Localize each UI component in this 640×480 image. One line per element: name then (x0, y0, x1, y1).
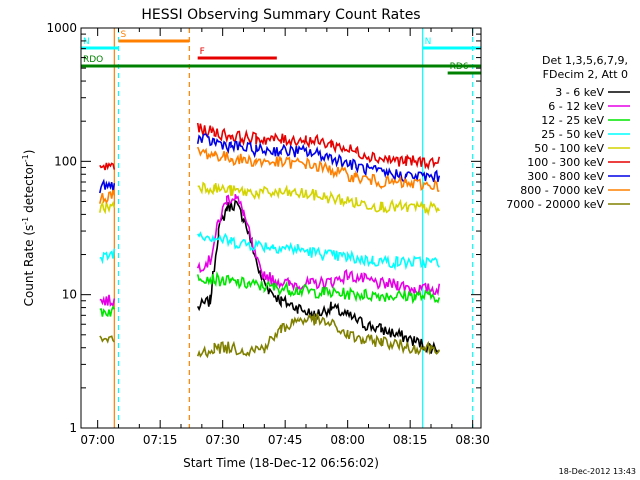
series-line (99, 162, 116, 171)
x-axis-ticks: 07:00 07:15 07:30 07:45 08:00 08:15 08:30 (80, 28, 490, 447)
legend-item-label: 3 - 6 keV (555, 86, 604, 99)
footer-timestamp: 18-Dec-2012 13:43 (559, 467, 636, 476)
series-line (99, 294, 116, 308)
legend-item-label: 800 - 7000 keV (520, 184, 604, 197)
x-tick-label: 07:30 (205, 433, 240, 447)
series-line (197, 231, 440, 271)
series-line (196, 122, 441, 171)
series-line (99, 335, 115, 344)
x-tick-label: 07:15 (143, 433, 178, 447)
x-tick-label: 08:30 (455, 433, 490, 447)
x-tick-label: 08:00 (330, 433, 365, 447)
series-line (197, 181, 440, 217)
legend-header-line-2: FDecim 2, Att 0 (543, 68, 628, 81)
series-line (196, 194, 441, 297)
series-line (196, 146, 440, 192)
legend-item-label: 50 - 100 keV (534, 142, 604, 155)
flag-label: N (83, 37, 90, 47)
flag-label: S (121, 30, 127, 40)
legend-item-label: 6 - 12 keV (548, 100, 604, 113)
series-line (99, 248, 116, 265)
x-tick-label: 08:15 (393, 433, 428, 447)
series-line (196, 133, 441, 183)
legend-item-label: 12 - 25 keV (541, 114, 604, 127)
y-tick-label: 1000 (46, 21, 77, 35)
flag-label: F (200, 47, 205, 57)
series-line (99, 305, 116, 318)
legend-item-label: 7000 - 20000 keV (506, 198, 604, 211)
series-line (196, 312, 441, 359)
x-tick-label: 07:00 (80, 433, 115, 447)
series-line (99, 200, 116, 215)
y-axis-ticks: 1 10 100 1000 (46, 21, 481, 435)
flag-label: RD6 (450, 62, 469, 72)
y-tick-label: 1 (69, 421, 77, 435)
chart-title: HESSI Observing Summary Count Rates (141, 7, 420, 23)
marker-lines (113, 28, 474, 428)
plot-area: S N F N RDO RD6 (81, 28, 481, 428)
y-tick-label: 100 (54, 154, 77, 168)
legend: Det 1,3,5,6,7,9, FDecim 2, Att 0 3 - 6 k… (506, 54, 630, 211)
series-group (99, 122, 441, 359)
series-line (196, 271, 441, 305)
legend-header-line-1: Det 1,3,5,6,7,9, (542, 54, 628, 67)
series-line (196, 199, 440, 354)
series-line (99, 178, 116, 194)
legend-item-label: 100 - 300 keV (527, 156, 604, 169)
x-axis-label: Start Time (18-Dec-12 06:56:02) (183, 456, 379, 470)
plot-frame (80, 27, 482, 429)
y-axis-label: Count Rate (s-1 detector-1) (21, 150, 36, 307)
x-tick-label: 07:45 (268, 433, 303, 447)
flag-label: RDO (83, 55, 103, 65)
flag-label: N (425, 37, 432, 47)
legend-item-label: 300 - 800 keV (527, 170, 604, 183)
flag-bars: S N F N RDO RD6 (81, 30, 481, 75)
y-tick-label: 10 (62, 288, 77, 302)
legend-item-label: 25 - 50 keV (541, 128, 604, 141)
series-line (99, 189, 116, 205)
